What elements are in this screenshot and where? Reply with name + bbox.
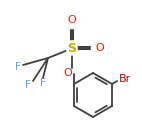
Text: Br: Br	[119, 74, 131, 84]
Text: O: O	[64, 68, 72, 78]
Text: S: S	[67, 41, 77, 54]
Text: O: O	[96, 43, 104, 53]
Text: F: F	[25, 80, 31, 90]
Text: F: F	[40, 78, 46, 88]
Text: F: F	[15, 62, 21, 72]
Text: O: O	[68, 15, 76, 25]
